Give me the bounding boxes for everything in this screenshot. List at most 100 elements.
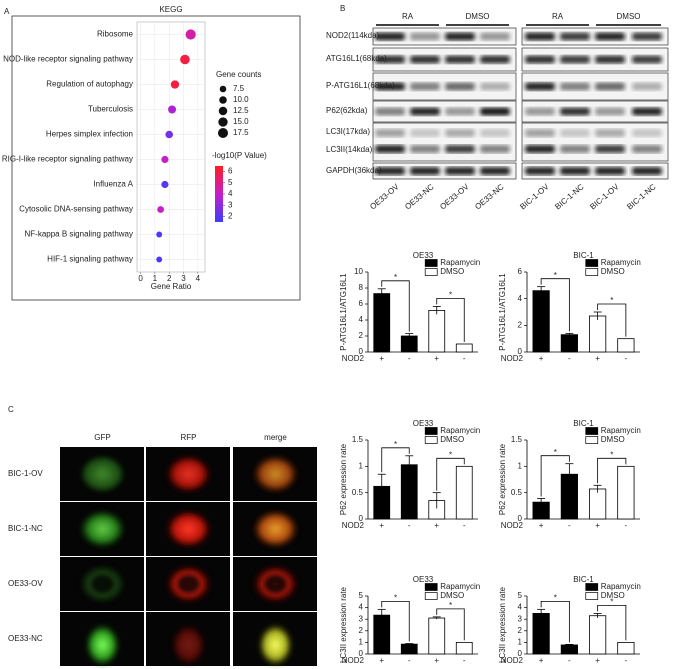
y-tick-label: 0.5 [352, 488, 364, 497]
blot-band [560, 129, 590, 137]
x-tick-label: - [463, 521, 466, 530]
blot-band [632, 82, 662, 91]
y-axis-label: P-ATG16L1/ATG16L1 [339, 273, 348, 351]
blot-band [410, 167, 440, 175]
chart-title: BIC-1 [573, 419, 594, 428]
blot-frame [372, 47, 517, 72]
protein-label: NOD2(114kda) [326, 31, 380, 40]
blot-band [560, 82, 590, 91]
x-tick-label: - [568, 521, 571, 530]
y-tick-label: 0 [518, 649, 523, 658]
x-axis-label: NOD2 [501, 354, 524, 363]
x-tick-label: - [625, 354, 628, 363]
blot-band [560, 32, 590, 41]
y-tick-label: 0 [359, 514, 364, 523]
bar [589, 488, 607, 520]
blot-band [375, 82, 405, 91]
significance-bracket [436, 608, 465, 641]
x-tick-label: - [408, 521, 411, 530]
significance-bracket [540, 600, 570, 643]
lane-label: OE33-OV [368, 182, 401, 212]
significance-bracket [597, 303, 627, 337]
blot-band [632, 167, 662, 175]
y-tick-label: Tuberculosis [88, 105, 133, 114]
y-tick-label: 0 [518, 347, 523, 356]
legend-swatch [585, 583, 599, 591]
cell [251, 509, 300, 549]
legend-swatch [424, 592, 438, 600]
blot-band [445, 107, 475, 116]
y-tick-label: 4 [518, 294, 523, 303]
legend-dot [217, 127, 229, 139]
nucleus [91, 575, 114, 593]
blot-band [445, 32, 475, 41]
panel-label: B [340, 4, 345, 13]
y-tick-label: 4 [359, 315, 364, 324]
y-tick-label: Ribosome [97, 30, 134, 39]
legend-label: Rapamycin [601, 582, 641, 591]
column-header: merge [264, 433, 287, 442]
x-tick-label: + [595, 354, 600, 363]
blot-frame [372, 122, 517, 162]
blot-band [595, 107, 625, 116]
chart-title: BIC-1 [573, 251, 594, 260]
x-tick-label: - [568, 354, 571, 363]
blot-band [445, 167, 475, 175]
blot-band [595, 145, 625, 153]
blot-band [445, 145, 475, 153]
colorbar [215, 166, 223, 222]
y-tick-label: 2 [518, 320, 523, 329]
cell [164, 454, 213, 494]
significance-bracket [540, 455, 570, 497]
blot-band [525, 32, 555, 41]
y-tick-label: 1 [359, 638, 364, 647]
nucleus [177, 575, 200, 593]
blot-band [445, 82, 475, 91]
legend-dot [219, 85, 227, 93]
y-axis-label: P62 expression rate [339, 443, 348, 515]
bar [455, 343, 473, 353]
significance-label: * [394, 273, 397, 282]
blot-frame [521, 122, 669, 162]
significance-label: * [554, 271, 557, 280]
x-axis-label: NOD2 [342, 656, 365, 665]
blot-band [595, 167, 625, 175]
y-axis-label: P62 expression rate [498, 443, 507, 515]
blot-band [525, 129, 555, 137]
chart-title: OE33 [413, 251, 434, 260]
y-tick-label: 5 [518, 591, 523, 600]
y-tick-label: Herpes simplex infection [46, 130, 133, 139]
significance-bracket [540, 278, 570, 332]
blot-band [410, 145, 440, 153]
y-tick-label: 1 [518, 461, 523, 470]
x-tick-label: + [539, 656, 544, 665]
y-tick-label: 4 [518, 603, 523, 612]
legend-swatch [424, 427, 438, 435]
legend-label: Rapamycin [601, 258, 641, 267]
lane-label: BIC-1-NC [553, 182, 586, 211]
blot-band [375, 107, 405, 116]
blot-frame [372, 100, 517, 123]
significance-bracket [381, 447, 410, 473]
bar [617, 642, 635, 655]
bar [560, 334, 578, 353]
blot-band [480, 107, 510, 116]
bar [560, 644, 578, 655]
protein-label: LC3II(14kda) [326, 145, 373, 154]
nucleus [264, 575, 287, 593]
row-label: BIC-1-NC [8, 524, 43, 533]
x-tick-label: + [539, 521, 544, 530]
colorbar-label: 3 [228, 200, 233, 209]
x-tick-label: 0 [138, 274, 143, 283]
y-tick-label: 10 [354, 267, 363, 276]
significance-label: * [449, 601, 452, 610]
x-axis-label: NOD2 [501, 656, 524, 665]
blot-band [480, 129, 510, 137]
legend-swatch [585, 268, 599, 276]
x-axis-label: NOD2 [342, 354, 365, 363]
significance-label: * [610, 296, 613, 305]
x-axis-label: NOD2 [342, 521, 365, 530]
panel-label: C [8, 405, 14, 414]
blot-band [632, 32, 662, 41]
